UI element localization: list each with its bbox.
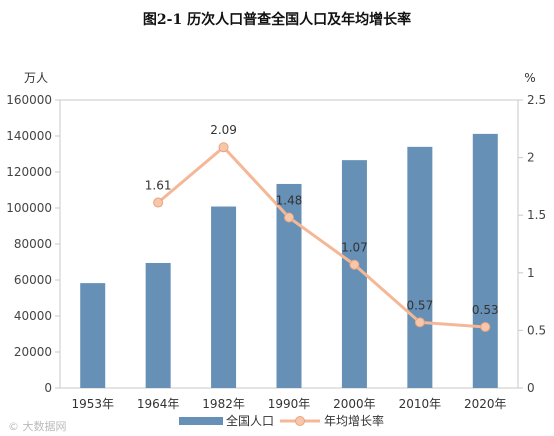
line-point [480, 321, 491, 332]
line-point [153, 197, 164, 208]
x-tick-label: 1982年 [202, 397, 245, 411]
right-tick-label: 2.5 [527, 93, 546, 107]
x-tick-label: 1964年 [137, 397, 180, 411]
bar [341, 160, 367, 388]
left-tick-label: 160000 [6, 93, 52, 107]
line-point [349, 259, 360, 270]
x-tick-label: 1953年 [71, 397, 114, 411]
x-axis: 1953年 1964年 1982年 1990年 2000年 2010年 2020年 [71, 397, 506, 411]
watermark: © 大数据网 [8, 419, 67, 433]
left-axis-unit: 万人 [24, 71, 48, 85]
legend-bar-label: 全国人口 [226, 413, 274, 428]
right-tick-label: 0.5 [527, 323, 546, 337]
data-label: 1.48 [276, 194, 303, 208]
line-layer: 1.61 2.09 1.48 1.07 0.57 0.53 [145, 123, 499, 332]
left-tick-label: 20000 [14, 345, 52, 359]
legend-bar-swatch [179, 417, 223, 425]
left-axis: 0 20000 40000 60000 80000 100000 120000 140000 1… [6, 93, 60, 395]
bar [211, 206, 237, 388]
bar [472, 133, 498, 388]
right-tick-label: 2 [527, 151, 535, 165]
line-point [414, 317, 425, 328]
data-label: 1.61 [145, 179, 172, 193]
right-tick-label: 1 [527, 266, 535, 280]
x-tick-label: 1990年 [268, 397, 311, 411]
data-label: 1.07 [341, 241, 368, 255]
right-tick-label: 1.5 [527, 208, 546, 222]
bar [80, 283, 106, 388]
data-label: 0.57 [406, 298, 433, 312]
left-tick-label: 60000 [14, 273, 52, 287]
left-tick-label: 0 [44, 381, 52, 395]
right-axis: 0 0.5 1 1.5 2 2.5 [518, 93, 546, 395]
legend-line-marker [295, 416, 305, 426]
data-label: 0.53 [472, 303, 499, 317]
left-tick-label: 80000 [14, 237, 52, 251]
left-tick-label: 140000 [6, 129, 52, 143]
right-axis-unit: % [524, 71, 535, 85]
line-point [218, 142, 229, 153]
right-tick-label: 0 [527, 381, 535, 395]
left-tick-label: 100000 [6, 201, 52, 215]
left-tick-label: 120000 [6, 165, 52, 179]
x-tick-label: 2010年 [399, 397, 442, 411]
x-tick-label: 2020年 [464, 397, 507, 411]
line-point [284, 212, 294, 223]
chart-title: 图2-1 历次人口普查全国人口及年均增长率 [143, 11, 411, 28]
x-tick-label: 2000年 [333, 397, 376, 411]
left-tick-label: 40000 [14, 309, 52, 323]
bar [407, 146, 433, 388]
bars-layer [80, 133, 498, 388]
legend: 全国人口 年均增长率 [179, 413, 384, 428]
legend-line-label: 年均增长率 [324, 413, 384, 428]
data-label: 2.09 [210, 123, 237, 137]
growth-rate-line [157, 145, 486, 329]
bar [145, 262, 171, 388]
